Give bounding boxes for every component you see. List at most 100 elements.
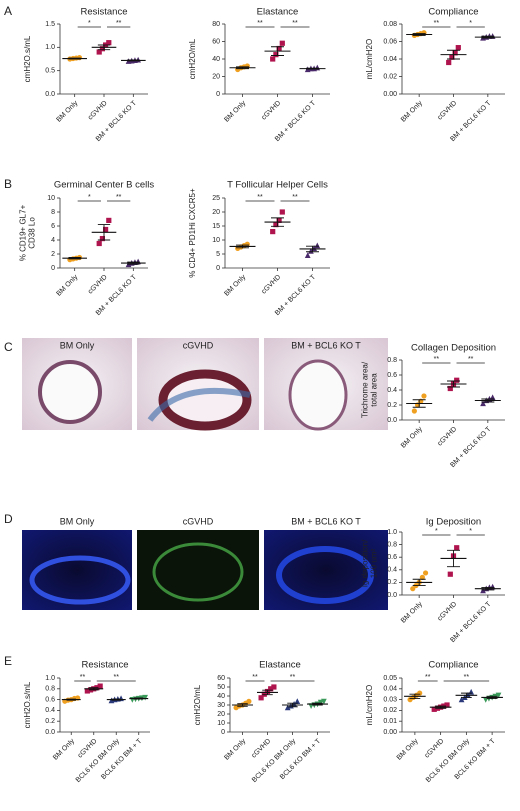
- data-point: [449, 54, 455, 60]
- y-tick-label: 2: [51, 251, 55, 258]
- y-tick-label: 60: [212, 38, 220, 45]
- sem-bar: [287, 702, 298, 708]
- x-tick-label: cGVHD: [260, 274, 282, 296]
- x-tick-label: cGVHD: [87, 100, 109, 122]
- significance-label: **: [290, 674, 296, 681]
- image-label: BM Only: [60, 340, 95, 350]
- chart: Germinal Center B cells % CD19+ GL7+ CD38 …: [19, 180, 155, 317]
- collagen: [147, 387, 251, 422]
- data-point: [96, 49, 102, 55]
- panel-label: B: [4, 177, 12, 191]
- sem-bar: [68, 257, 81, 260]
- y-tick-label: 5: [216, 251, 220, 258]
- data-point: [97, 683, 103, 689]
- data-point: [421, 393, 427, 399]
- y-tick-label: 1.5: [45, 21, 55, 28]
- chart: Resistance cmH2O.s/mL 0.0 0.5 1.0 1.5 BM Only c…: [23, 7, 148, 143]
- data-point: [454, 377, 460, 383]
- image-label: BM + BCL6 KO T: [291, 340, 361, 350]
- y-tick-label: 0.2: [45, 718, 55, 725]
- x-tick-label: cGVHD: [436, 100, 458, 122]
- chart: Resistance cmH2O.s/mL 0.0 0.2 0.4 0.6 0.8 1.0 BM…: [23, 660, 150, 784]
- sem-bar: [134, 697, 144, 700]
- significance-label: *: [435, 528, 438, 535]
- y-tick-label: 0: [51, 265, 55, 272]
- sem-bar: [236, 66, 249, 70]
- data-point: [417, 690, 423, 696]
- panel-label: D: [4, 512, 13, 526]
- sem-bar: [447, 380, 460, 388]
- y-tick-label: 0.2: [387, 579, 397, 586]
- data-point: [84, 688, 90, 694]
- y-tick-label: 40: [217, 693, 225, 700]
- y-tick-label: 6: [51, 223, 55, 230]
- data-point: [489, 583, 496, 590]
- y-tick-label: 1.0: [387, 529, 397, 536]
- significance-label: *: [88, 194, 91, 201]
- significance-label: **: [434, 20, 440, 27]
- y-tick-label: 10: [47, 195, 55, 202]
- sem-bar: [127, 261, 140, 265]
- y-tick-label: 50: [217, 684, 225, 691]
- chart-title: T Follicular Helper Cells: [227, 180, 328, 191]
- data-point: [106, 217, 112, 223]
- chart-title: Resistance: [82, 660, 129, 671]
- chart-title: Resistance: [81, 7, 128, 18]
- y-tick-label: 0.8: [387, 541, 397, 548]
- x-tick-label: BM Only: [223, 99, 247, 123]
- data-point: [452, 50, 458, 56]
- data-point: [458, 696, 465, 703]
- vessel: [276, 546, 374, 604]
- x-tick-label: BM Only: [400, 600, 424, 624]
- y-tick-label: 0: [221, 729, 225, 736]
- sem-bar: [271, 46, 284, 56]
- x-tick-label: BCL6 KO BM + T: [100, 737, 144, 781]
- sem-bar: [412, 33, 426, 36]
- y-tick-label: 0.0: [45, 729, 55, 736]
- sem-bar: [312, 702, 323, 706]
- y-tick-label: 10: [217, 720, 225, 727]
- significance-label: **: [257, 20, 263, 27]
- x-tick-label: cGVHD: [436, 601, 458, 623]
- sem-bar: [460, 692, 472, 698]
- significance-label: **: [434, 356, 440, 363]
- significance-label: **: [252, 674, 258, 681]
- data-point: [103, 226, 109, 233]
- significance-label: **: [80, 674, 86, 681]
- data-point: [270, 56, 276, 62]
- y-tick-label: 0.6: [45, 696, 55, 703]
- data-point: [246, 698, 252, 705]
- panel-label: E: [4, 654, 12, 668]
- x-tick-label: BCL6 KO BM Only: [425, 737, 472, 784]
- y-tick-label: 60: [217, 675, 225, 682]
- data-point: [273, 222, 279, 228]
- y-axis-label: % CD19+ GL7+: [19, 204, 28, 261]
- sem-bar: [97, 224, 111, 241]
- sem-bar: [481, 398, 495, 403]
- x-tick-label: BM Only: [223, 737, 247, 761]
- y-tick-label: 0.02: [383, 707, 397, 714]
- y-tick-label: 0.0: [387, 417, 397, 424]
- significance-label: **: [114, 674, 120, 681]
- y-axis-label: cmH2O/mL: [188, 38, 197, 79]
- data-point: [446, 59, 452, 66]
- data-point: [276, 45, 282, 52]
- y-tick-label: 0.0: [45, 91, 55, 98]
- data-point: [480, 400, 486, 407]
- chart-title: Compliance: [428, 7, 478, 18]
- panel-label: C: [4, 340, 13, 354]
- y-tick-label: 1.0: [45, 44, 55, 51]
- x-tick-label: cGVHD: [260, 100, 282, 122]
- ig-images: [22, 530, 388, 610]
- y-tick-label: 0: [216, 91, 220, 98]
- y-tick-label: 0.4: [387, 387, 397, 394]
- x-tick-label: BM Only: [400, 425, 424, 449]
- data-point: [431, 706, 437, 712]
- data-point: [321, 698, 327, 705]
- y-tick-label: 1.0: [45, 675, 55, 682]
- chart-title: Elastance: [259, 660, 301, 671]
- x-tick-label: BM Only: [396, 737, 420, 761]
- data-point: [270, 229, 276, 235]
- significance-label: **: [116, 194, 122, 201]
